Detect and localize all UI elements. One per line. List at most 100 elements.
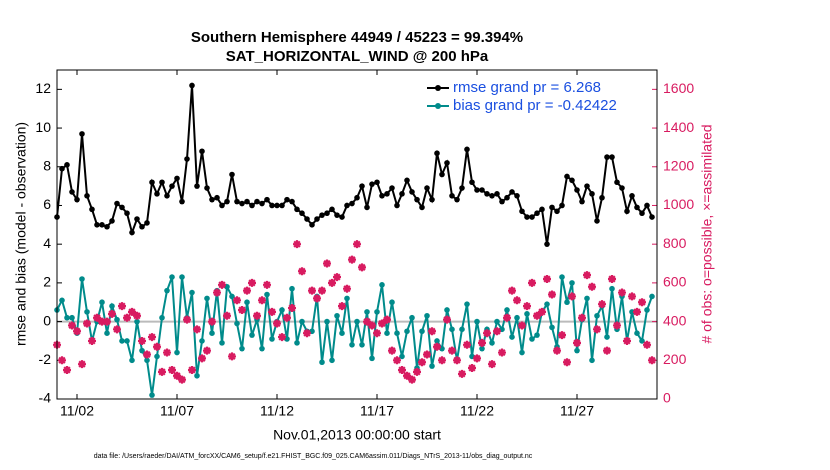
x-axis-label: Nov.01,2013 00:00:00 start xyxy=(273,427,441,443)
series-marker xyxy=(349,200,355,207)
series-marker xyxy=(179,198,185,205)
obs-count-marker xyxy=(498,348,506,357)
series-marker xyxy=(524,214,530,220)
legend-label: bias grand pr = -0.42422 xyxy=(453,97,617,114)
series-marker xyxy=(454,196,460,203)
series-marker xyxy=(424,312,430,319)
obs-count-marker xyxy=(133,311,141,320)
series-marker xyxy=(449,326,455,333)
obs-count-marker xyxy=(373,329,381,338)
series-marker xyxy=(514,192,520,199)
series-marker xyxy=(154,191,160,197)
obs-count-marker xyxy=(288,304,296,313)
x-tick-label: 11/17 xyxy=(360,403,394,419)
obs-count-marker xyxy=(518,321,526,330)
obs-count-marker xyxy=(263,280,271,289)
obs-count-marker xyxy=(488,360,496,369)
series-marker xyxy=(384,191,390,197)
obs-count-marker xyxy=(198,354,206,363)
obs-count-marker xyxy=(638,298,646,307)
series-marker xyxy=(129,357,135,364)
series-marker xyxy=(504,194,510,201)
obs-count-marker xyxy=(238,305,246,314)
series-marker xyxy=(199,338,205,344)
obs-count-marker xyxy=(368,321,376,330)
series-marker xyxy=(379,192,385,199)
obs-count-marker xyxy=(523,302,531,311)
series-marker xyxy=(619,185,625,191)
series-marker xyxy=(189,82,195,89)
series-marker xyxy=(464,146,470,153)
obs-count-marker xyxy=(303,329,311,338)
series-marker xyxy=(514,314,520,321)
obs-count-marker xyxy=(453,356,461,365)
series-marker xyxy=(394,330,400,337)
series-marker xyxy=(124,338,130,344)
series-marker xyxy=(119,338,125,344)
obs-count-marker xyxy=(98,317,106,326)
series-marker xyxy=(364,204,370,211)
obs-count-marker xyxy=(173,371,181,380)
series-marker xyxy=(384,330,390,337)
obs-count-marker xyxy=(443,315,451,324)
obs-count-marker xyxy=(348,255,356,264)
series-marker xyxy=(229,293,235,300)
y2-tick-label: 1000 xyxy=(663,196,694,212)
obs-count-marker xyxy=(568,292,576,301)
series-marker xyxy=(104,330,110,337)
series-marker xyxy=(299,318,305,325)
obs-count-marker xyxy=(618,288,626,297)
obs-count-marker xyxy=(358,263,366,272)
series-marker xyxy=(419,204,425,211)
obs-count-marker xyxy=(398,365,406,374)
series-marker xyxy=(479,345,485,352)
obs-count-marker xyxy=(473,354,481,363)
obs-count-marker xyxy=(483,329,491,338)
obs-count-marker xyxy=(108,309,116,318)
obs-count-marker xyxy=(588,282,596,291)
obs-count-marker xyxy=(403,371,411,380)
series-marker xyxy=(534,210,540,217)
series-marker xyxy=(374,309,380,315)
y-tick-label: 10 xyxy=(35,119,51,135)
y-tick-label: 2 xyxy=(43,274,51,290)
chart-title: Southern Hemisphere 44949 / 45223 = 99.3… xyxy=(191,29,523,46)
series-marker xyxy=(134,318,140,325)
legend-marker xyxy=(435,85,441,91)
series-marker xyxy=(649,293,655,300)
series-marker xyxy=(194,372,200,379)
obs-count-marker xyxy=(353,240,361,249)
series-marker xyxy=(219,202,225,209)
series-marker xyxy=(634,330,640,337)
series-marker xyxy=(329,206,335,213)
series-marker xyxy=(189,289,195,296)
obs-count-marker xyxy=(193,325,201,334)
obs-count-marker xyxy=(608,275,616,284)
series-marker xyxy=(434,150,440,157)
series-marker xyxy=(599,194,605,201)
series-marker xyxy=(604,154,610,160)
obs-count-marker xyxy=(243,286,251,295)
obs-count-marker xyxy=(553,346,561,355)
obs-count-marker xyxy=(88,336,96,345)
obs-count-marker xyxy=(78,360,86,369)
series-marker xyxy=(269,336,275,342)
obs-count-marker xyxy=(103,317,111,326)
y-tick-label: 12 xyxy=(35,80,51,96)
series-marker xyxy=(174,349,180,356)
series-marker xyxy=(234,198,240,205)
series-marker xyxy=(639,338,645,344)
obs-count-marker xyxy=(213,288,221,297)
y2-tick-label: 400 xyxy=(663,312,687,328)
obs-count-marker xyxy=(148,333,156,342)
series-marker xyxy=(139,223,145,230)
series-marker xyxy=(544,301,550,307)
series-marker xyxy=(59,165,65,172)
series-marker xyxy=(609,285,615,292)
series-marker xyxy=(634,204,640,211)
series-marker xyxy=(344,295,350,302)
series-marker xyxy=(359,183,365,189)
obs-count-marker xyxy=(458,369,466,378)
series-marker xyxy=(649,214,655,220)
series-marker xyxy=(299,210,305,217)
